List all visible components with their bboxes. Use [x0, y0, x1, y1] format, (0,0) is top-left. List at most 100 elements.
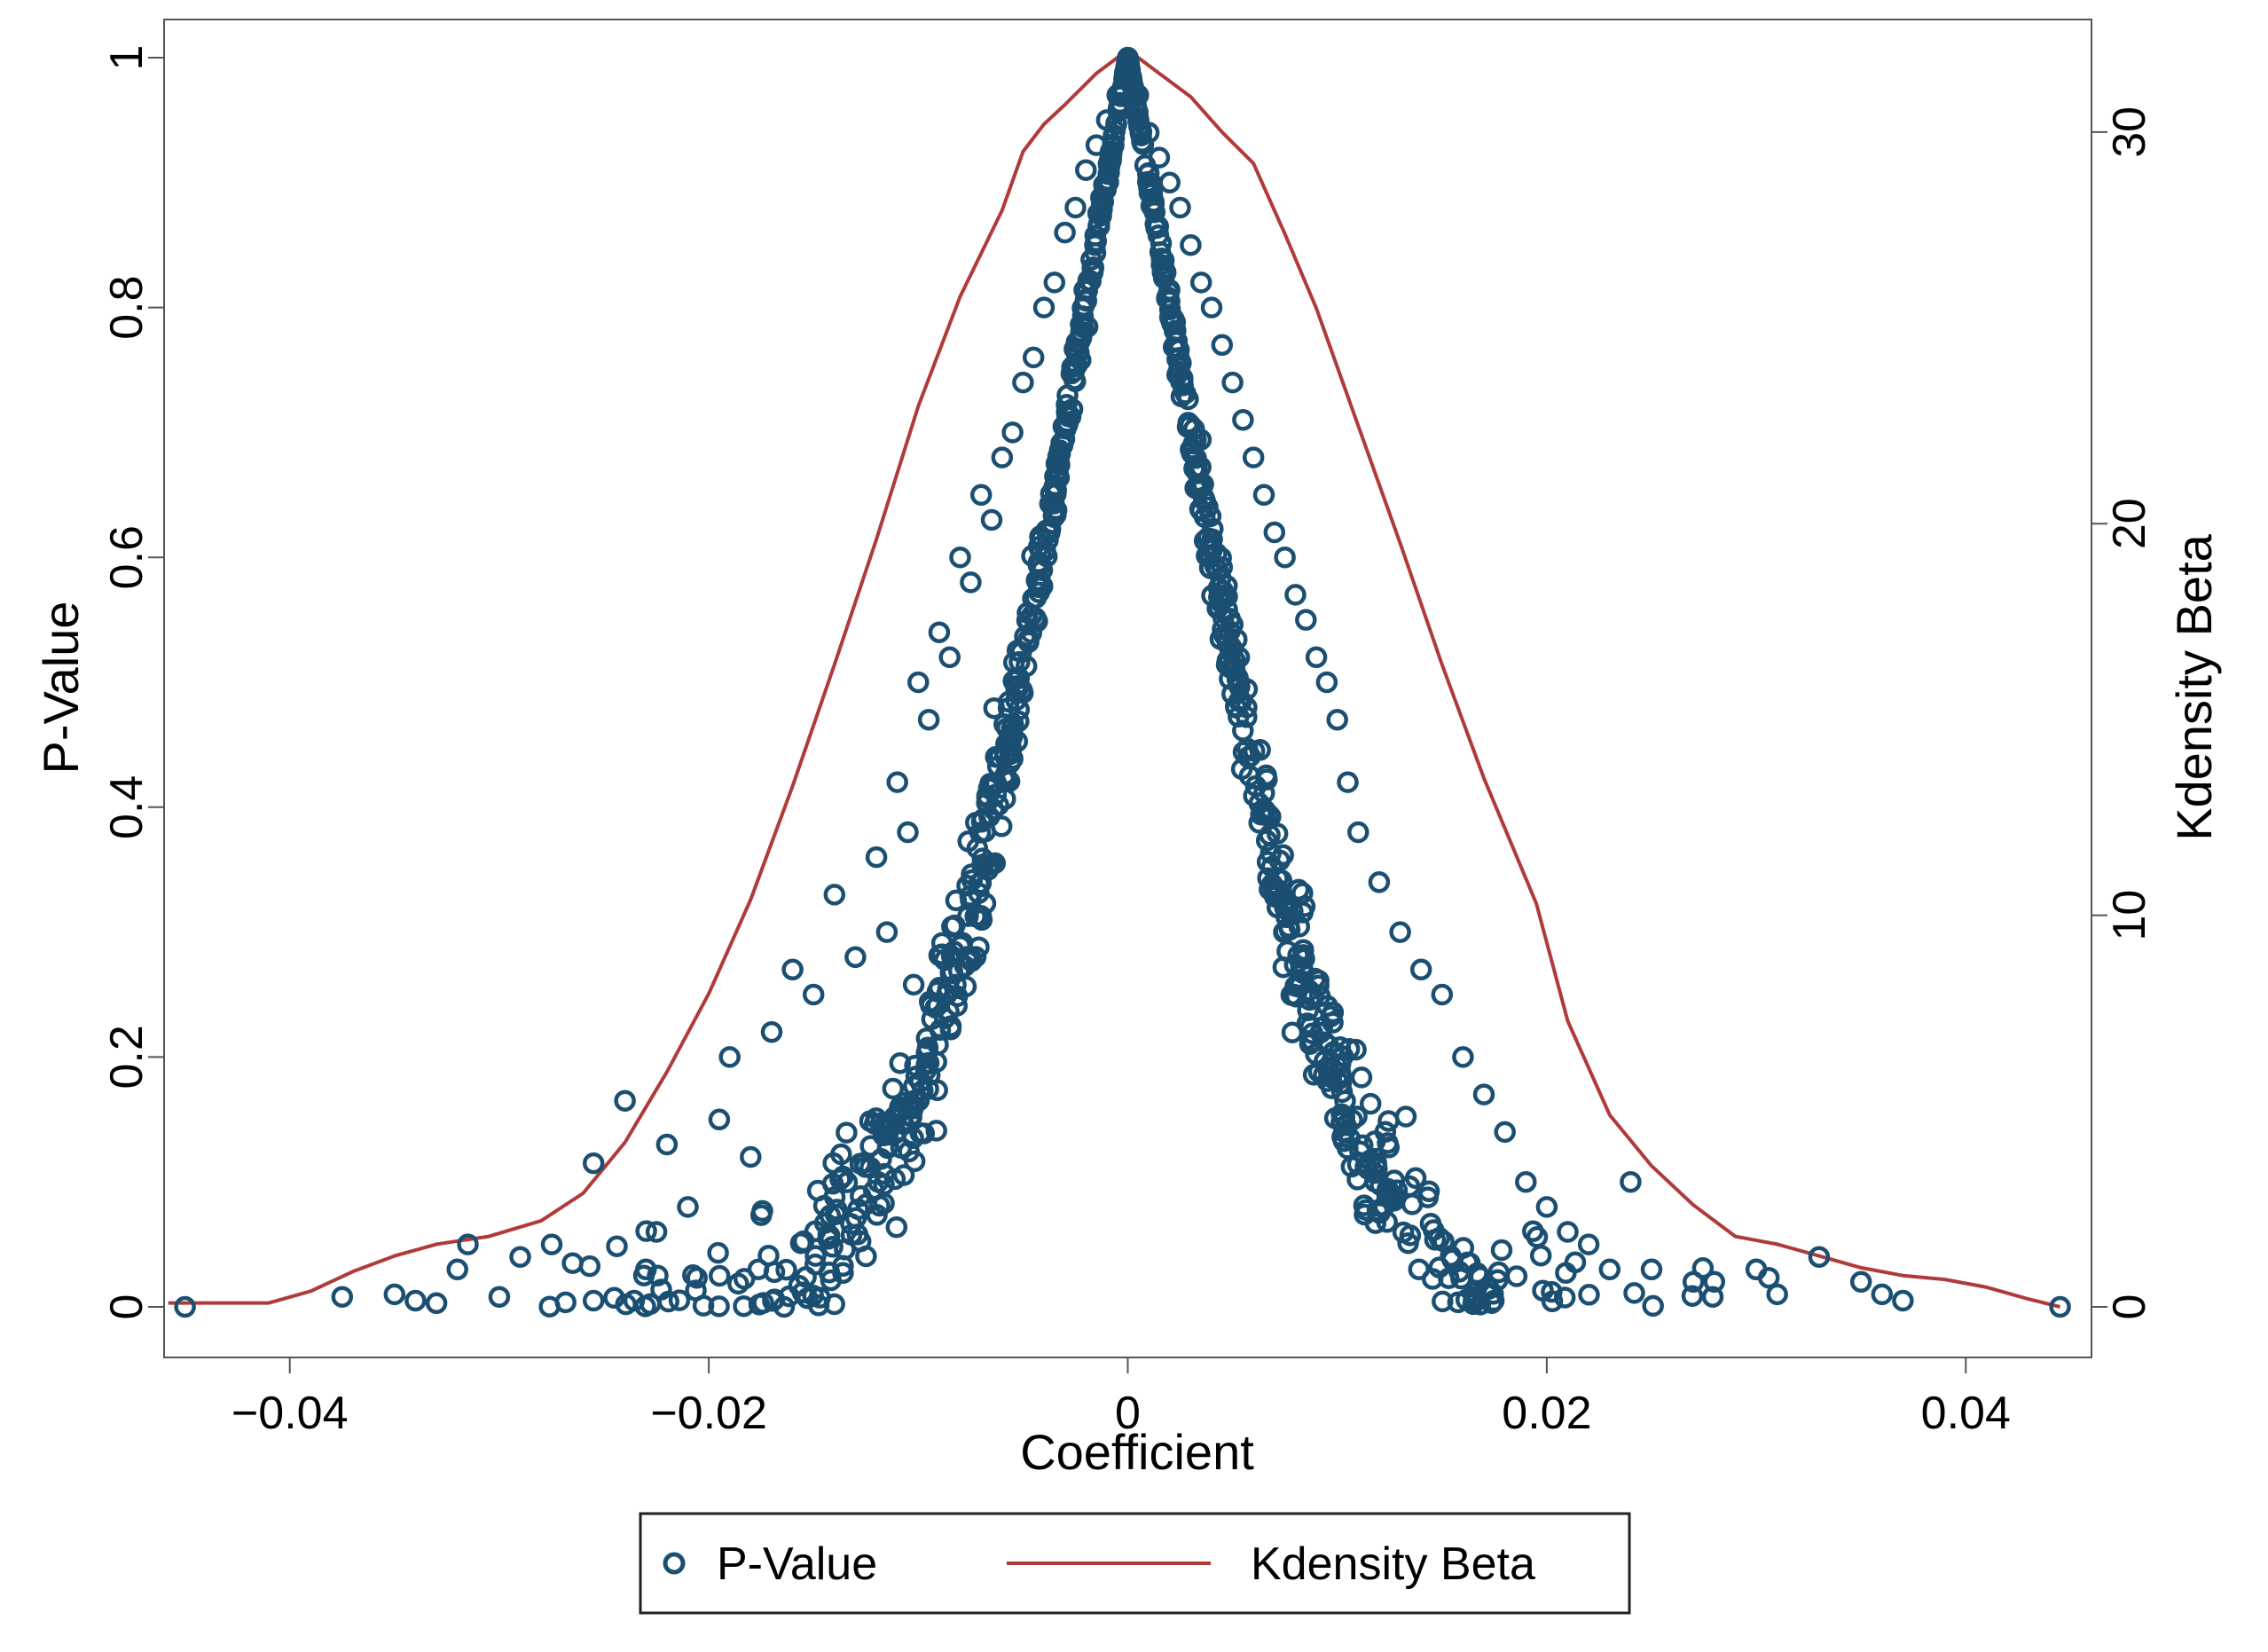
scatter-point: [926, 1079, 948, 1102]
scatter-point: [603, 1286, 625, 1310]
scatter-point: [1337, 771, 1359, 793]
scatter-point: [1120, 66, 1142, 89]
scatter-point: [1201, 528, 1223, 551]
scatter-point: [1455, 1288, 1478, 1311]
scatter-point: [632, 1264, 655, 1286]
scatter-point: [1005, 675, 1027, 697]
scatter-point: [1140, 172, 1162, 194]
scatter-point: [1176, 416, 1199, 438]
scatter-point: [826, 1199, 848, 1221]
scatter-point: [1326, 708, 1348, 731]
scatter-point: [1045, 452, 1068, 475]
x-tick-label: 0: [1115, 1388, 1141, 1439]
x-tick-label: 0.02: [1502, 1388, 1591, 1439]
scatter-point: [1064, 196, 1087, 219]
scatter-point: [509, 1246, 531, 1268]
scatter-point: [1432, 1230, 1455, 1253]
scatter-point: [1242, 446, 1265, 468]
scatter-point: [457, 1233, 479, 1255]
scatter-point: [1330, 1066, 1353, 1090]
scatter-point: [993, 712, 1016, 736]
scatter-point: [1211, 334, 1234, 357]
scatter-point: [707, 1241, 729, 1264]
scatter-point: [1088, 216, 1110, 238]
scatter-point: [1232, 409, 1254, 431]
scatter-point: [1221, 371, 1244, 394]
scatter-point: [809, 1286, 831, 1309]
scatter-point: [889, 1052, 912, 1074]
scatter-point: [1287, 878, 1310, 901]
scatter-point: [1192, 473, 1214, 496]
scatter-point: [1260, 855, 1283, 878]
scatter-point: [1642, 1294, 1664, 1318]
scatter-point: [1150, 247, 1173, 270]
scatter-point: [775, 1258, 797, 1281]
scatter-point: [540, 1233, 563, 1255]
scatter-point: [1305, 646, 1328, 669]
scatter-point: [1515, 1170, 1537, 1193]
scatter-point: [331, 1286, 354, 1308]
scatter-point: [875, 921, 899, 943]
scatter-point: [174, 1295, 196, 1318]
scatter-point: [1263, 521, 1286, 544]
scatter-point: [1008, 650, 1031, 673]
scatter-point: [937, 978, 960, 1000]
scatter-point: [614, 1090, 636, 1112]
scatter-point: [1368, 871, 1391, 893]
scatter-point: [1529, 1244, 1552, 1267]
y-left-tick-label: 0.8: [101, 275, 153, 339]
scatter-point: [1276, 900, 1299, 922]
legend-pvalue-label: P-Value: [717, 1538, 877, 1590]
scatter-point: [1490, 1239, 1513, 1262]
scatter-point: [1172, 367, 1194, 390]
scatter-point: [773, 1295, 796, 1318]
scatter-point: [930, 943, 954, 965]
scatter-point: [802, 983, 825, 1006]
scatter-point: [1026, 610, 1048, 633]
scatter-point: [957, 905, 979, 927]
scatter-point: [949, 546, 971, 569]
scatter-point: [383, 1283, 406, 1306]
scatter-point: [865, 1107, 888, 1129]
scatter-point: [1236, 706, 1258, 728]
scatter-point: [1014, 625, 1036, 648]
scatter-point: [1090, 204, 1112, 227]
scatter-point: [1871, 1283, 1894, 1306]
scatter-point: [1228, 646, 1251, 669]
scatter-point: [740, 1145, 762, 1168]
scatter-point: [1136, 162, 1159, 185]
scatter-point: [582, 1289, 605, 1312]
scatter-point: [1421, 1268, 1444, 1290]
scatter-point: [404, 1289, 427, 1312]
scatter-point: [1290, 972, 1312, 995]
scatter-point: [1030, 554, 1052, 577]
scatter-point: [985, 745, 1007, 768]
scatter-point: [813, 1212, 836, 1234]
scatter-point: [1291, 882, 1314, 904]
scatter-point: [1338, 1038, 1361, 1060]
scatter-point: [578, 1255, 601, 1278]
x-axis-title: Coefficient: [1020, 1424, 1254, 1480]
scatter-point: [866, 1204, 888, 1226]
scatter-point: [1701, 1286, 1724, 1308]
scatter-point: [1472, 1083, 1495, 1105]
scatter-point: [964, 905, 986, 928]
scatter-point: [708, 1108, 731, 1131]
scatter-point: [1097, 171, 1119, 193]
scatter-point: [976, 784, 999, 807]
scatter-point: [977, 859, 1000, 881]
scatter-point: [968, 882, 990, 904]
scatter-point: [1398, 1175, 1421, 1198]
scatter-point: [836, 1121, 858, 1144]
scatter-point: [1050, 432, 1072, 454]
scatter-point: [1103, 124, 1125, 146]
scatter-point: [888, 1102, 910, 1124]
scatter-point: [1487, 1269, 1509, 1292]
legend-kdensity-label: Kdensity Beta: [1251, 1538, 1535, 1590]
scatter-point: [886, 771, 908, 793]
scatter-point: [1216, 575, 1238, 597]
y-left-tick-label: 0.4: [101, 775, 153, 839]
scatter-point: [965, 811, 987, 834]
scatter-point: [1267, 867, 1289, 890]
